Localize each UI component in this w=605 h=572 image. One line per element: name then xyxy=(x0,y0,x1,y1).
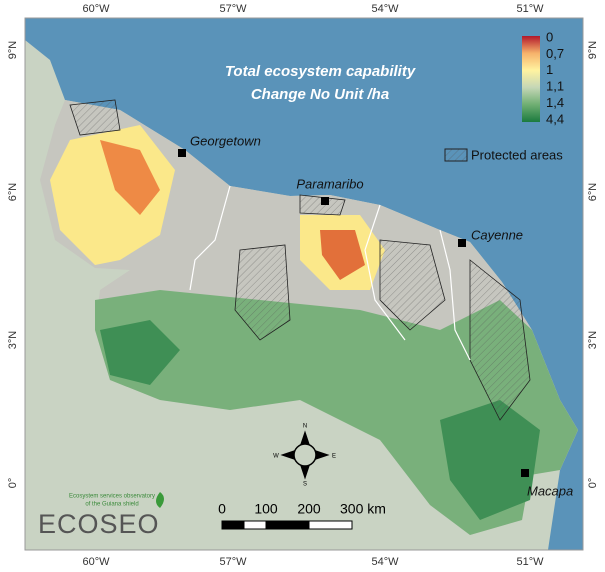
lat-label: 6°N xyxy=(587,183,599,202)
lat-label: 3°N xyxy=(7,331,19,350)
subtitle: Change No Unit /ha xyxy=(251,86,389,103)
city-label: Georgetown xyxy=(190,133,261,148)
compass-e: E xyxy=(332,454,336,460)
lat-label: 0° xyxy=(7,478,19,489)
logo-name: ECOSEO xyxy=(38,509,160,539)
graticule: 60°W 60°W 57°W 57°W 54°W 54°W 51°W 51°W 9°N 9°N 6°… xyxy=(7,3,599,568)
orange-central xyxy=(320,230,365,280)
title: Total ecosystem capability xyxy=(225,63,416,80)
lon-label: 57°W xyxy=(219,3,247,15)
protected-label: Protected areas xyxy=(471,147,563,162)
lon-label: 51°W xyxy=(516,556,544,568)
legend-colorbar xyxy=(522,36,540,122)
city-label: Paramaribo xyxy=(296,176,363,191)
orange-west xyxy=(100,140,160,215)
legend-label: 0 xyxy=(546,29,553,44)
lon-label: 54°W xyxy=(371,3,399,15)
legend-label: 1 xyxy=(546,62,553,77)
city-label: Macapa xyxy=(527,483,573,498)
compass-w: W xyxy=(273,454,279,460)
legend-label: 4,4 xyxy=(546,111,564,126)
lon-label: 60°W xyxy=(82,556,110,568)
map-frame xyxy=(24,17,584,551)
compass-n: N xyxy=(303,424,307,430)
lat-label: 6°N xyxy=(7,183,19,202)
lat-label: 9°N xyxy=(587,41,599,60)
protected-areas xyxy=(69,99,531,421)
legend-labels: 0 0,71 1,11,44,4 xyxy=(546,29,564,126)
lon-label: 57°W xyxy=(219,556,247,568)
legend-label: 1,4 xyxy=(546,95,564,110)
city-markers xyxy=(178,149,529,477)
lat-label: 0° xyxy=(587,478,599,489)
green-dark xyxy=(100,320,540,520)
logo-tagline: of the Guiana shield xyxy=(85,502,138,508)
logo-leaf xyxy=(156,492,164,508)
compass xyxy=(280,430,330,480)
scale-label: 300 km xyxy=(340,501,386,517)
legend-label: 0,7 xyxy=(546,46,564,61)
lon-label: 54°W xyxy=(371,556,399,568)
map-body xyxy=(25,18,583,550)
scale-bar xyxy=(221,520,353,530)
lat-label: 9°N xyxy=(7,41,19,60)
compass-s: S xyxy=(303,482,307,488)
legend-label: 1,1 xyxy=(546,79,564,94)
lon-label: 51°W xyxy=(516,3,544,15)
scale-label: 200 xyxy=(297,501,321,517)
scale-label: 0 xyxy=(218,501,226,517)
scale-label: 100 xyxy=(254,501,278,517)
ocean xyxy=(25,18,583,550)
lat-label: 3°N xyxy=(587,331,599,350)
protected-swatch xyxy=(444,148,468,162)
borders xyxy=(189,185,471,361)
logo-tagline: Ecosystem services observatory xyxy=(69,494,155,500)
city-label: Cayenne xyxy=(471,227,523,242)
lon-label: 60°W xyxy=(82,3,110,15)
